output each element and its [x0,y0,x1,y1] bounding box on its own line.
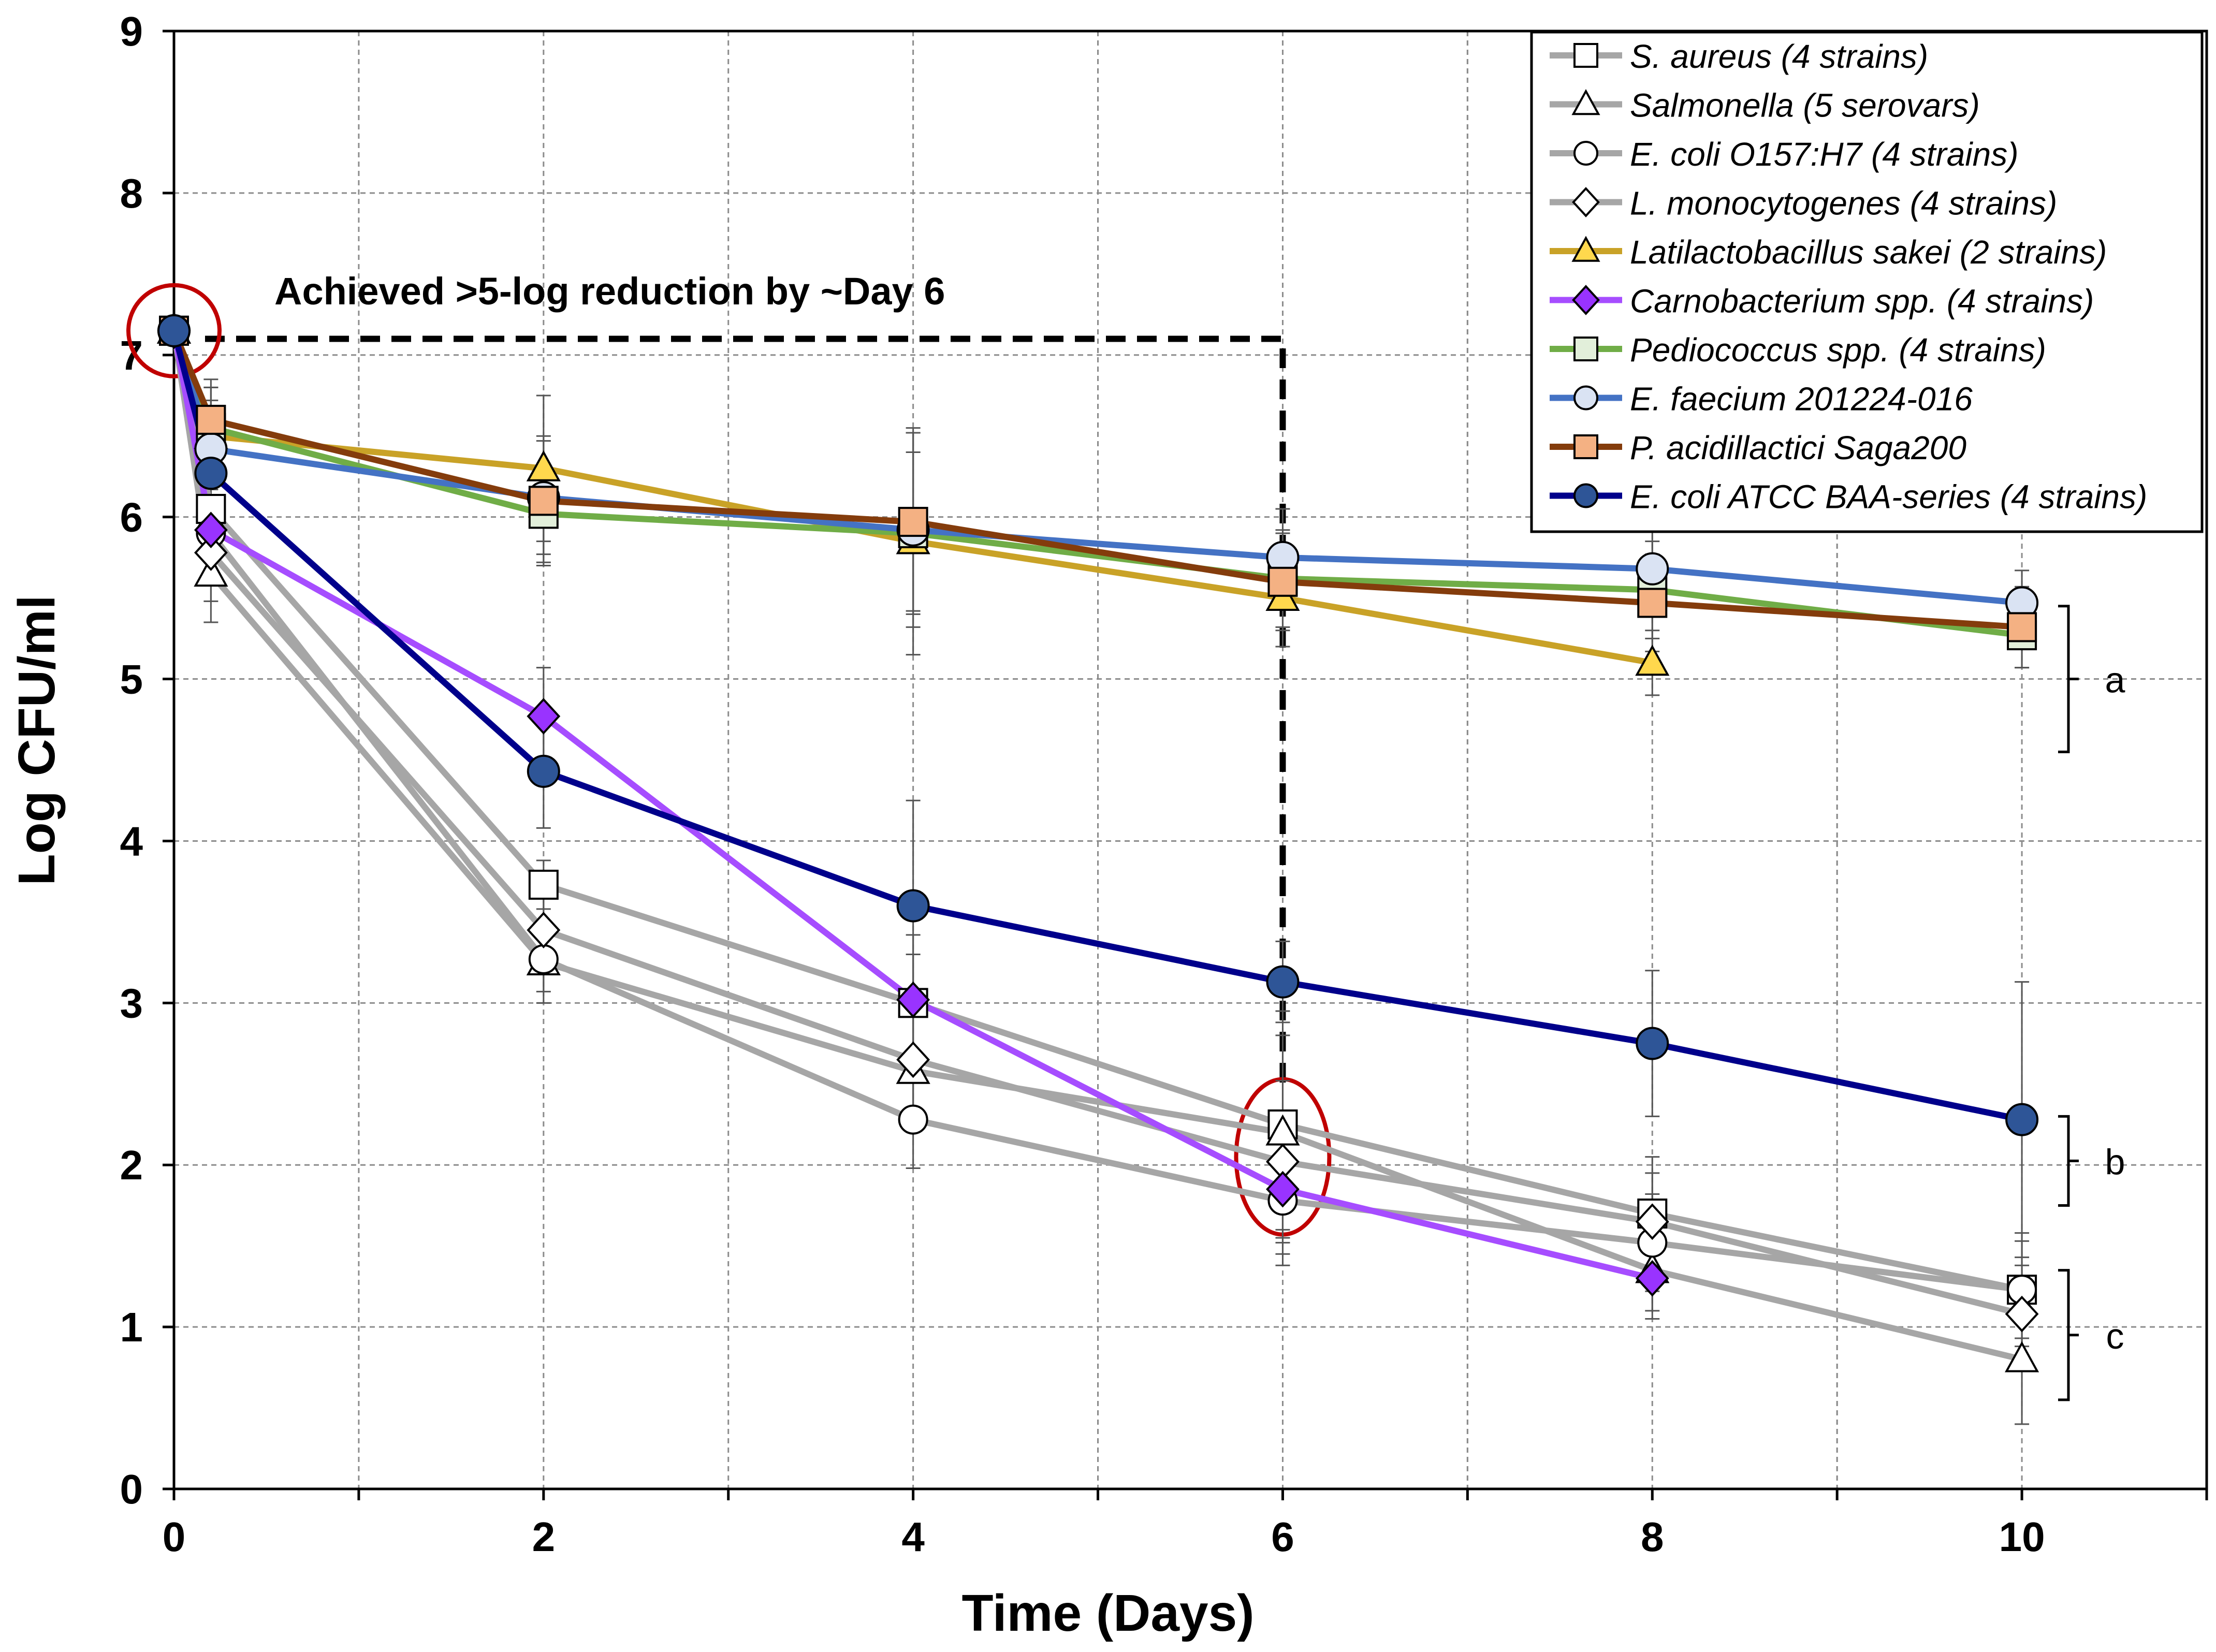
y-tick-label: 6 [120,494,143,540]
x-tick-label: 2 [532,1514,556,1560]
y-tick-label: 7 [120,332,143,378]
y-tick-label: 5 [120,656,143,703]
data-point [527,912,561,948]
data-point [1266,1171,1300,1208]
reduction-dashed-path [205,335,1286,1084]
legend-swatch-marker [1573,434,1598,459]
data-point [194,534,228,571]
legend-swatch-marker [1572,285,1600,315]
legend-swatch-marker [1573,483,1598,508]
series [156,312,2039,1425]
x-tick-label: 6 [1271,1514,1294,1560]
legend-label: S. aureus (4 strains) [1630,38,1928,75]
x-tick-label: 0 [163,1514,186,1560]
y-tick-label: 4 [120,818,143,864]
data-point [1635,1260,1669,1297]
group-bracket [2058,1115,2079,1207]
x-axis-title: Time (Days) [961,1584,1254,1642]
data-point [526,450,561,481]
legend-label: Pediococcus spp. (4 strains) [1630,331,2046,369]
legend-label: Latilactobacillus sakei (2 strains) [1630,233,2107,271]
group-label: a [2105,660,2125,700]
data-point [194,457,228,490]
legend-label: Salmonella (5 serovars) [1630,87,1980,124]
y-tick-label: 3 [120,980,143,1026]
axes: Time (Days) Log CFU/ml 0 1 2 3 4 5 6 7 8 9 0 2 4 6 8 10 [8,8,2208,1642]
legend: S. aureus (4 strains) Salmonella (5 serov… [1530,31,2204,533]
data-point [527,754,560,788]
group-bracket [2058,605,2079,753]
data-point [2005,1103,2039,1136]
data-point [1636,1027,1669,1060]
data-point [194,511,228,549]
group-label: c [2106,1316,2124,1356]
data-point [157,314,191,347]
data-point [196,404,226,435]
legend-label: E. faecium 201224-016 [1630,381,1973,418]
data-point [528,944,559,974]
data-point [898,507,928,537]
data-point [527,698,561,735]
data-point [1267,566,1298,597]
group-label: b [2105,1142,2125,1182]
legend-label: L. monocytogenes (4 strains) [1630,185,2057,222]
data-point [528,869,559,900]
data-point [896,981,930,1018]
y-axis-title: Log CFU/ml [8,595,66,885]
highlight-circle [126,283,222,378]
data-point [896,1041,930,1078]
y-tick-label: 1 [120,1304,143,1350]
data-point [1635,1203,1669,1240]
legend-swatch-marker [1571,236,1600,262]
legend-swatch-marker [1572,187,1600,217]
x-tick-label: 10 [1999,1514,2045,1560]
y-tick-label: 9 [120,8,143,54]
legend-swatch-marker [1573,141,1598,166]
plot-frame [172,30,2208,1490]
reduction-annotation-text: Achieved >5-log reduction by ~Day 6 [274,270,945,313]
legend-label: P. acidillactici Saga200 [1630,429,1966,466]
legend-label: Carnobacterium spp. (4 strains) [1630,283,2094,320]
data-point [896,889,930,923]
y-tick-label: 8 [120,170,143,216]
data-point [2007,612,2037,642]
y-tick-label: 2 [120,1142,143,1188]
group-bracket [2058,1269,2079,1401]
data-point [528,486,559,516]
data-point [194,555,228,587]
legend-swatch-marker [1573,43,1598,68]
data-point [1636,552,1669,586]
data-point [1635,645,1670,676]
legend-box [1530,31,2204,533]
legend-swatch-marker [1573,385,1598,411]
x-tick-label: 8 [1641,1514,1664,1560]
legend-swatch-marker [1571,89,1600,115]
legend-label: E. coli ATCC BAA-series (4 strains) [1630,478,2147,516]
x-tick-label: 4 [901,1514,925,1560]
legend-swatch-marker [1573,337,1598,361]
data-point [2005,1341,2039,1372]
legend-label: E. coli O157:H7 (4 strains) [1630,136,2019,173]
data-point [2005,1295,2039,1333]
data-point [1266,965,1300,999]
data-point [898,1104,928,1135]
data-point [1637,588,1668,618]
y-tick-label: 0 [120,1466,143,1512]
annotations: Achieved >5-log reduction by ~Day 6 a b c [126,270,2125,1401]
